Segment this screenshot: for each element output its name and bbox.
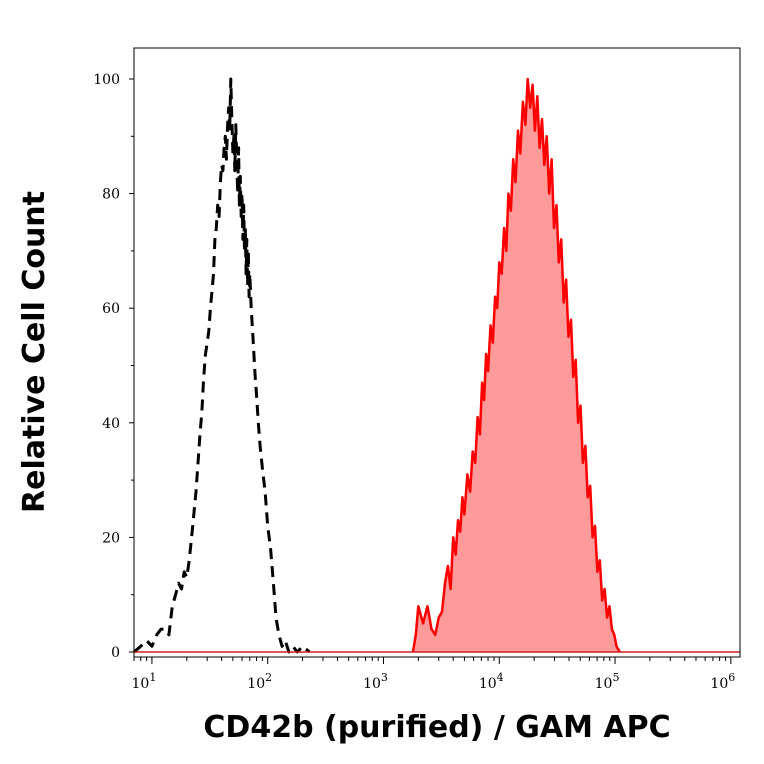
x-tick-label: 101 [132,671,157,692]
x-tick-label: 105 [595,671,620,692]
series-0-line [133,77,311,654]
y-axis-title: Relative Cell Count [17,191,52,513]
x-tick-label: 104 [479,671,504,692]
y-tick-label: 80 [102,187,120,203]
series-1-area [413,79,620,652]
y-tick-label: 60 [102,301,120,317]
plot-area [133,77,740,654]
y-tick-label: 100 [93,72,120,88]
plot-frame [133,47,741,658]
y-tick-label: 40 [102,416,120,432]
y-tick-label: 0 [111,645,120,661]
x-tick-label: 102 [247,671,272,692]
axes: 0 20 40 60 80 100 101 102 103 104 105 106 [93,47,741,692]
x-tick-label: 103 [363,671,388,692]
y-tick-label: 20 [102,530,120,546]
x-axis-title: CD42b (purified) / GAM APC [203,710,670,745]
series-1-line [411,77,621,653]
x-tick-label: 106 [710,671,735,692]
